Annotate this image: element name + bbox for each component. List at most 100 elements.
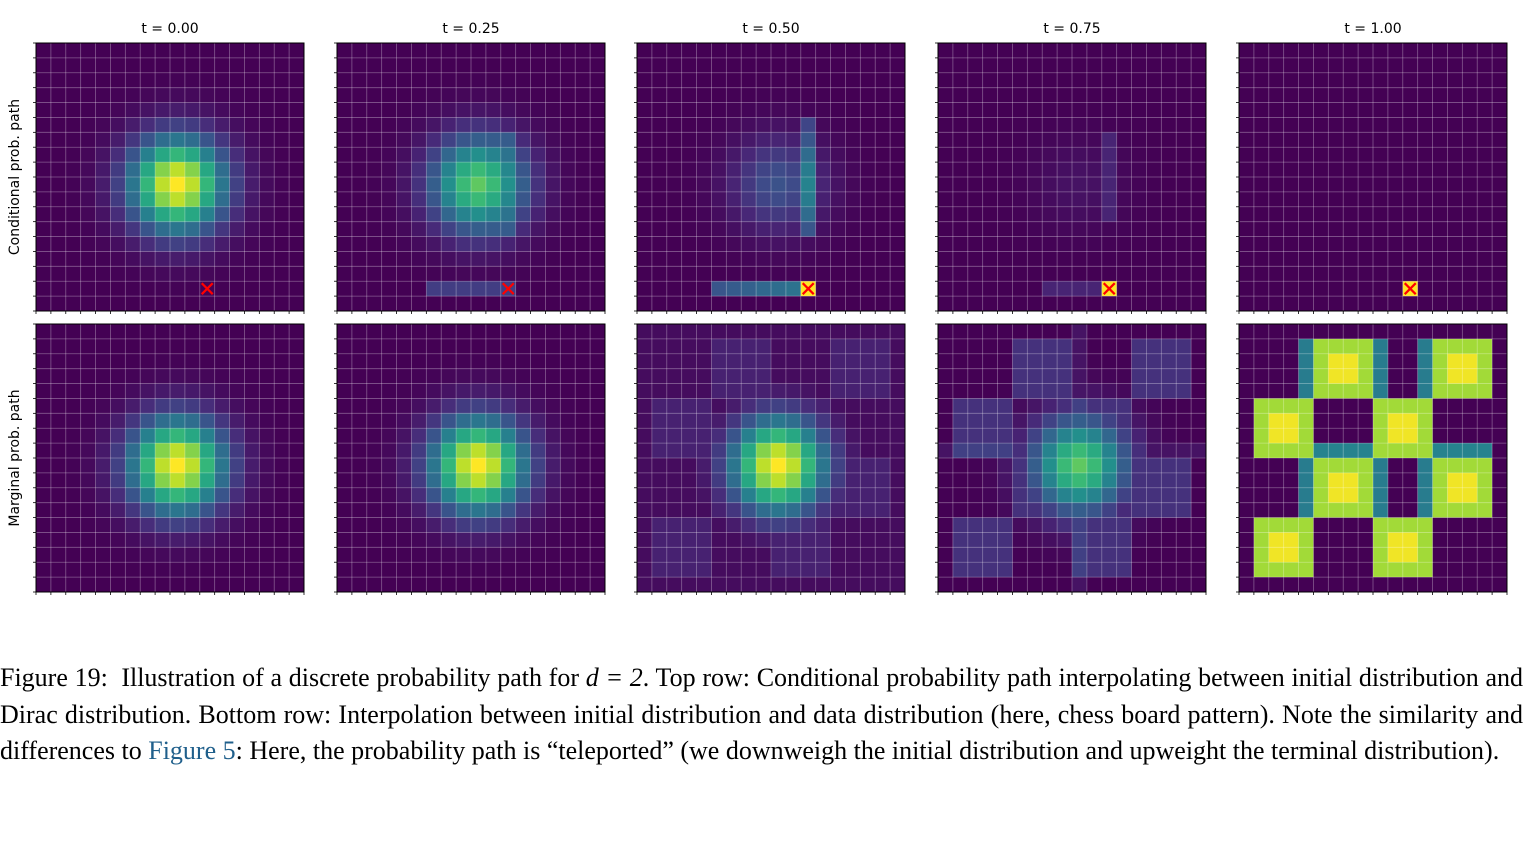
heatmap-cell	[651, 132, 668, 148]
heatmap-cell	[1086, 221, 1103, 238]
heatmap-cell	[1417, 162, 1434, 178]
heatmap-cell	[756, 221, 772, 238]
heatmap-cell	[530, 383, 546, 399]
heatmap-cell	[756, 368, 772, 385]
heatmap-cell	[1131, 43, 1147, 59]
heatmap-cell	[1072, 206, 1088, 223]
heatmap-cell	[381, 353, 398, 370]
heatmap-cell	[65, 221, 82, 238]
heatmap-cell	[1239, 132, 1255, 148]
heatmap-cell	[411, 472, 427, 489]
heatmap-cell	[890, 281, 906, 297]
heatmap-cell	[1313, 206, 1329, 223]
heatmap-cell	[666, 383, 683, 399]
heatmap-cell	[1283, 162, 1300, 178]
heatmap-cell	[1101, 72, 1118, 89]
heatmap-cell	[214, 562, 231, 578]
heatmap-cell	[785, 458, 802, 474]
heatmap-cell	[860, 472, 876, 489]
heatmap-cell	[170, 281, 186, 297]
heatmap-cell	[1191, 338, 1207, 355]
heatmap-cell	[214, 132, 231, 148]
heatmap-cell	[1298, 43, 1314, 59]
heatmap-cell	[666, 547, 683, 563]
heatmap-cell	[36, 353, 52, 370]
heatmap-cell	[351, 221, 368, 238]
heatmap-cell	[590, 147, 606, 163]
heatmap-cell	[1298, 413, 1314, 429]
heatmap-cell	[545, 147, 561, 163]
heatmap-cell	[1283, 383, 1300, 399]
heatmap-cell	[65, 562, 82, 578]
heatmap-cell	[411, 87, 427, 104]
heatmap-cell	[771, 296, 787, 312]
heatmap-cell	[890, 162, 906, 178]
heatmap-cell	[1313, 428, 1329, 444]
heatmap-cell	[1176, 502, 1192, 519]
heatmap-cell	[681, 221, 698, 238]
heatmap-cell	[80, 191, 97, 208]
heatmap-cell	[337, 428, 353, 444]
heatmap-cell	[1328, 221, 1344, 238]
heatmap-cell	[1101, 502, 1118, 519]
heatmap-cell	[1161, 281, 1177, 297]
heatmap-cell	[982, 132, 999, 148]
heatmap-cell	[1086, 132, 1103, 148]
heatmap-cell	[1027, 428, 1043, 444]
heatmap-cell	[396, 338, 412, 355]
heatmap-cell	[890, 57, 906, 74]
heatmap-cell	[1027, 296, 1043, 312]
heatmap-cell	[110, 338, 126, 355]
heatmap-cell	[95, 577, 111, 593]
heatmap-cell	[1492, 72, 1508, 89]
heatmap-cell	[441, 147, 457, 163]
heatmap-cell	[696, 413, 712, 429]
heatmap-cell	[65, 443, 82, 459]
heatmap-cell	[1298, 547, 1314, 563]
heatmap-cell	[711, 117, 727, 133]
heatmap-cell	[1191, 383, 1207, 399]
heatmap-cell	[441, 413, 457, 429]
figure-5-link[interactable]: Figure 5	[148, 736, 236, 765]
heatmap-cell	[1432, 43, 1448, 59]
heatmap-cell	[785, 147, 802, 163]
heatmap-cell	[1417, 577, 1434, 593]
heatmap-cell	[351, 296, 368, 312]
heatmap-cell	[1358, 221, 1374, 238]
heatmap-cell	[1373, 517, 1389, 533]
heatmap-cell	[1191, 251, 1207, 267]
heatmap-cell	[1477, 413, 1493, 429]
heatmap-cell	[366, 162, 383, 178]
heatmap-cell	[259, 517, 275, 533]
heatmap-cell	[1116, 221, 1133, 238]
heatmap-cell	[1072, 547, 1088, 563]
heatmap-cell	[1012, 324, 1028, 340]
heatmap-cell	[1492, 147, 1508, 163]
heatmap-cell	[426, 236, 442, 252]
heatmap-cell	[1116, 132, 1133, 148]
heatmap-cell	[845, 132, 861, 148]
heatmap-cell	[80, 324, 97, 340]
heatmap-cell	[80, 221, 97, 238]
heatmap-cell	[938, 43, 954, 59]
heatmap-cell	[155, 338, 171, 355]
heatmap-cell	[997, 338, 1013, 355]
heatmap-cell	[860, 177, 876, 193]
heatmap-cell	[1086, 266, 1103, 282]
heatmap-cell	[785, 577, 802, 593]
heatmap-cell	[95, 147, 111, 163]
heatmap-cell	[1447, 487, 1463, 504]
heatmap-cell	[351, 251, 368, 267]
heatmap-cell	[560, 472, 576, 489]
heatmap-cell	[337, 162, 353, 178]
heatmap-cell	[1402, 413, 1419, 429]
heatmap-cell	[515, 562, 532, 578]
heatmap-cell	[441, 562, 457, 578]
heatmap-cell	[199, 57, 216, 74]
heatmap-cell	[1373, 206, 1389, 223]
heatmap-cell	[741, 517, 757, 533]
heatmap-cell	[637, 206, 653, 223]
heatmap-cell	[471, 517, 487, 533]
heatmap-cell	[229, 517, 245, 533]
heatmap-cell	[1402, 162, 1419, 178]
